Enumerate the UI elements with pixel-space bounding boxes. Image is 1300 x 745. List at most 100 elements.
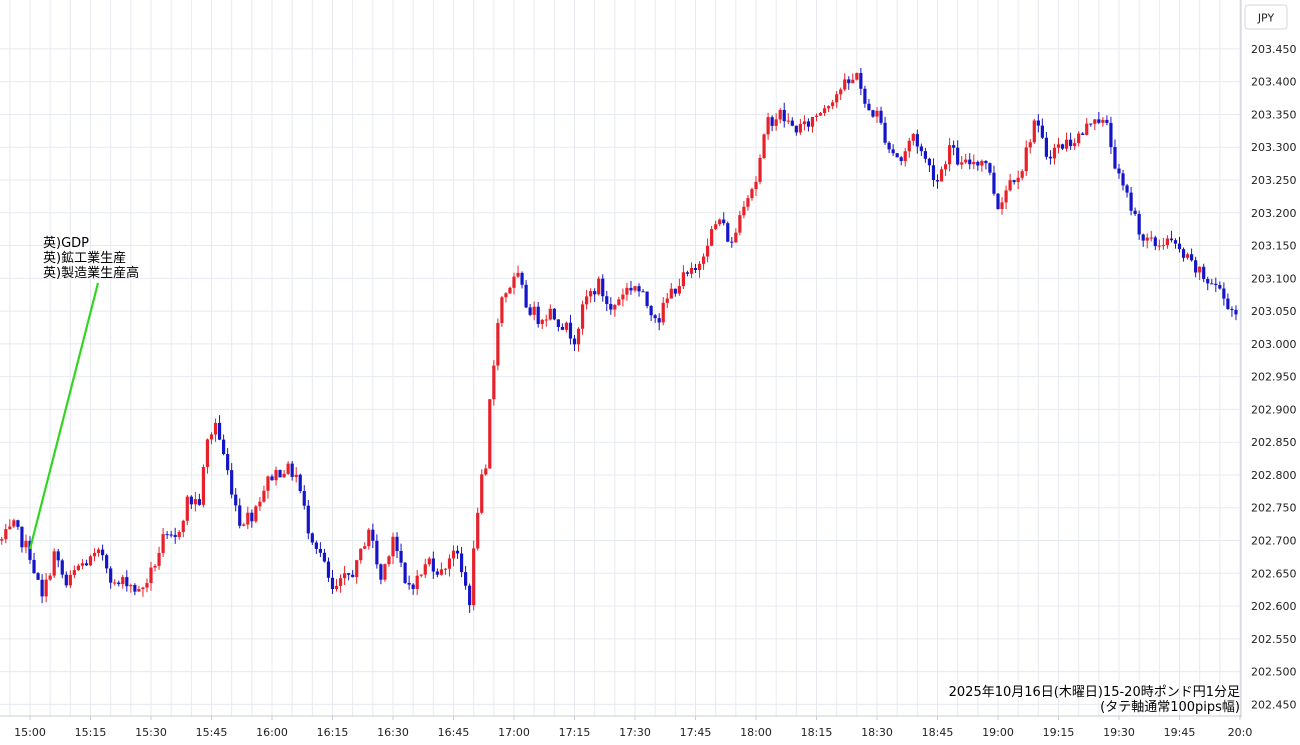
candle-body <box>415 575 419 589</box>
candle-body <box>1032 120 1036 143</box>
candle-body <box>1044 137 1048 157</box>
y-tick-label: 202.650 <box>1251 567 1297 580</box>
candle-body <box>1161 245 1165 247</box>
candle-body <box>851 79 855 84</box>
candle-body <box>92 552 97 557</box>
candle-body <box>1226 298 1230 309</box>
candle-body <box>60 560 64 575</box>
candle-body <box>157 552 161 566</box>
candle-body <box>948 145 952 165</box>
candle-body <box>1185 254 1190 258</box>
x-tick-label: 19:00 <box>982 726 1014 739</box>
candle-body <box>379 564 383 580</box>
candle-body <box>758 157 762 182</box>
candle-body <box>564 322 569 330</box>
candle-body <box>270 476 274 481</box>
y-tick-label: 203.250 <box>1251 174 1297 187</box>
x-tick-label: 15:00 <box>14 726 46 739</box>
candle-body <box>1048 156 1053 159</box>
candle-body <box>189 496 193 505</box>
candle-body <box>689 267 694 274</box>
candle-body <box>439 569 443 575</box>
candle-body <box>334 585 339 589</box>
candle-body <box>1093 119 1097 124</box>
candle-body <box>1198 266 1202 273</box>
candle-body <box>1165 238 1169 246</box>
candle-body <box>500 297 504 324</box>
x-tick-label: 16:30 <box>377 726 409 739</box>
candle-body <box>298 474 302 492</box>
candle-body <box>1052 147 1057 159</box>
candle-body <box>149 567 153 584</box>
candle-body <box>778 109 782 120</box>
candle-body <box>282 473 286 478</box>
candle-body <box>1133 210 1137 214</box>
candle-body <box>847 79 851 84</box>
candle-body <box>879 110 883 123</box>
candle-body <box>371 529 375 541</box>
candle-body <box>589 291 593 297</box>
candle-body <box>205 439 210 468</box>
candle-body <box>738 215 742 233</box>
candle-body <box>347 573 351 575</box>
candle-body <box>875 110 879 117</box>
x-tick-label: 17:15 <box>559 726 591 739</box>
x-tick-label: 18:15 <box>801 726 833 739</box>
candle-body <box>359 548 363 561</box>
candle-body <box>290 463 294 477</box>
candle-body <box>4 529 8 540</box>
candle-body <box>447 558 452 569</box>
x-tick-label: 15:45 <box>196 726 228 739</box>
candle-body <box>814 115 819 117</box>
candle-body <box>718 219 722 225</box>
y-tick-label: 203.200 <box>1251 207 1297 220</box>
y-tick-label: 203.100 <box>1251 272 1297 285</box>
candle-body <box>173 534 177 537</box>
candle-body <box>572 338 577 345</box>
candle-body <box>508 287 512 294</box>
caption-line-1: 2025年10月16日(木曜日)15-20時ポンド円1分足 <box>949 685 1240 700</box>
candle-body <box>613 304 617 310</box>
y-tick-label: 203.150 <box>1251 240 1297 253</box>
candle-body <box>645 291 649 307</box>
candle-body <box>480 474 484 513</box>
y-tick-label: 202.700 <box>1251 535 1297 548</box>
candle-body <box>326 561 331 578</box>
candle-body <box>568 322 573 339</box>
caption: 2025年10月16日(木曜日)15-20時ポンド円1分足 (タテ軸通常100p… <box>949 685 1240 715</box>
candle-body <box>213 422 218 435</box>
candle-body <box>1113 147 1117 169</box>
candle-body <box>387 556 391 565</box>
price-axis-background <box>1242 0 1300 716</box>
candle-body <box>338 578 343 586</box>
candle-body <box>637 286 641 292</box>
candle-body <box>145 583 149 588</box>
candle-body <box>1020 171 1024 178</box>
y-tick-label: 202.850 <box>1251 436 1297 449</box>
candle-body <box>919 146 923 152</box>
candle-body <box>367 529 371 547</box>
candle-body <box>552 308 556 320</box>
candle-body <box>693 267 698 270</box>
candle-body <box>36 573 40 580</box>
candle-body <box>988 163 992 173</box>
candle-body <box>262 490 266 502</box>
candle-body <box>8 526 12 530</box>
y-tick-label: 203.450 <box>1251 43 1297 56</box>
candle-body <box>762 134 766 158</box>
candle-body <box>1181 249 1186 258</box>
candle-body <box>1097 119 1101 123</box>
candle-body <box>1202 266 1206 280</box>
candle-body <box>488 399 492 469</box>
candle-body <box>835 94 839 103</box>
candle-body <box>1056 144 1061 148</box>
x-axis-ticks: 15:00 15:15 15:30 15:45 16:00 16:15 16:30 16:45… <box>14 716 1252 739</box>
candle-body <box>956 147 960 165</box>
candle-body <box>750 189 754 199</box>
candle-body <box>455 550 460 554</box>
candle-body <box>512 276 516 288</box>
candle-body <box>44 579 48 597</box>
candle-body <box>258 501 262 507</box>
candle-body <box>528 307 532 315</box>
